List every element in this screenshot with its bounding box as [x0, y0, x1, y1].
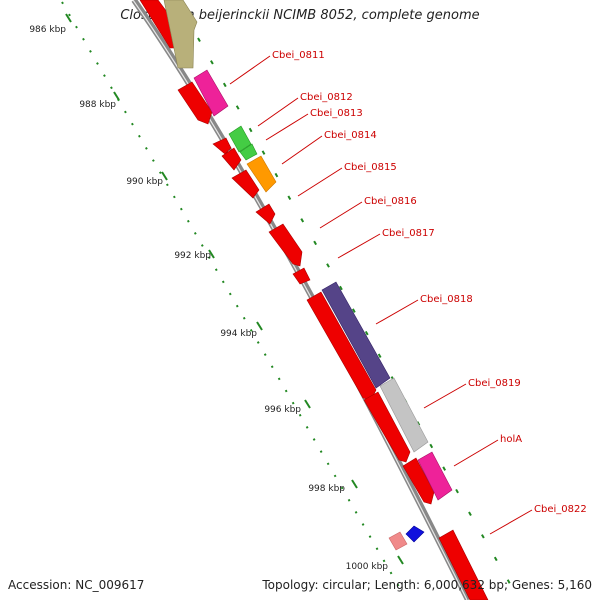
gene-label-cbei-0817: Cbei_0817 [382, 228, 435, 239]
cog-holA [417, 451, 453, 501]
accession-text: Accession: NC_009617 [8, 578, 145, 592]
cog-0815 [246, 155, 277, 193]
ruler-label-990: 990 kbp [126, 177, 163, 187]
gene-label-cbei-0815: Cbei_0815 [344, 162, 397, 173]
gene-label-cbei-0819: Cbei_0819 [468, 378, 521, 389]
gene-label-cbei-0818: Cbei_0818 [420, 294, 473, 305]
cog-0819 [379, 377, 429, 453]
gene-label-cbei-0814: Cbei_0814 [324, 130, 377, 141]
cog-0811 [193, 69, 229, 117]
cds-holA [402, 457, 435, 505]
cog-pink [388, 531, 408, 551]
cog-0814 [239, 143, 258, 161]
leader-lines [229, 55, 533, 535]
ruler-label-992: 992 kbp [174, 251, 211, 261]
gene-label-hola: holA [500, 434, 522, 445]
cds-0814 [231, 169, 260, 199]
cds-0811 [177, 81, 213, 125]
gene-label-cbei-0812: Cbei_0812 [300, 92, 353, 103]
ruler-label-988: 988 kbp [79, 100, 116, 110]
outer-ruler [197, 37, 518, 597]
cog-0810 [163, 0, 198, 69]
cog-blue [405, 525, 425, 543]
gene-label-cbei-0822: Cbei_0822 [534, 504, 587, 515]
ruler-label-994: 994 kbp [220, 329, 257, 339]
major-ticks [65, 13, 404, 565]
cog-0818 [321, 281, 391, 389]
gene-label-cbei-0813: Cbei_0813 [310, 108, 363, 119]
map-title: Clostridium beijerinckii NCIMB 8052, com… [120, 8, 480, 23]
ruler-label-998: 998 kbp [308, 484, 345, 494]
cog-0813 [228, 125, 252, 153]
cds-0815 [255, 203, 276, 225]
ruler-label-986: 986 kbp [29, 25, 66, 35]
cog-track [163, 0, 453, 551]
cds-0817 [292, 267, 311, 285]
cds-0822 [438, 529, 489, 600]
cds-0813 [221, 147, 242, 171]
gene-label-cbei-0816: Cbei_0816 [364, 196, 417, 207]
cds-0819 [363, 391, 411, 463]
gene-label-cbei-0811: Cbei_0811 [272, 50, 325, 61]
genome-summary: Topology: circular; Length: 6,000,632 bp… [262, 578, 592, 592]
cds-0812 [212, 137, 232, 155]
ruler-track [61, 1, 403, 593]
ruler-label-996: 996 kbp [264, 405, 301, 415]
ruler-label-1000: 1000 kbp [346, 562, 389, 572]
cds-0816 [268, 223, 303, 267]
